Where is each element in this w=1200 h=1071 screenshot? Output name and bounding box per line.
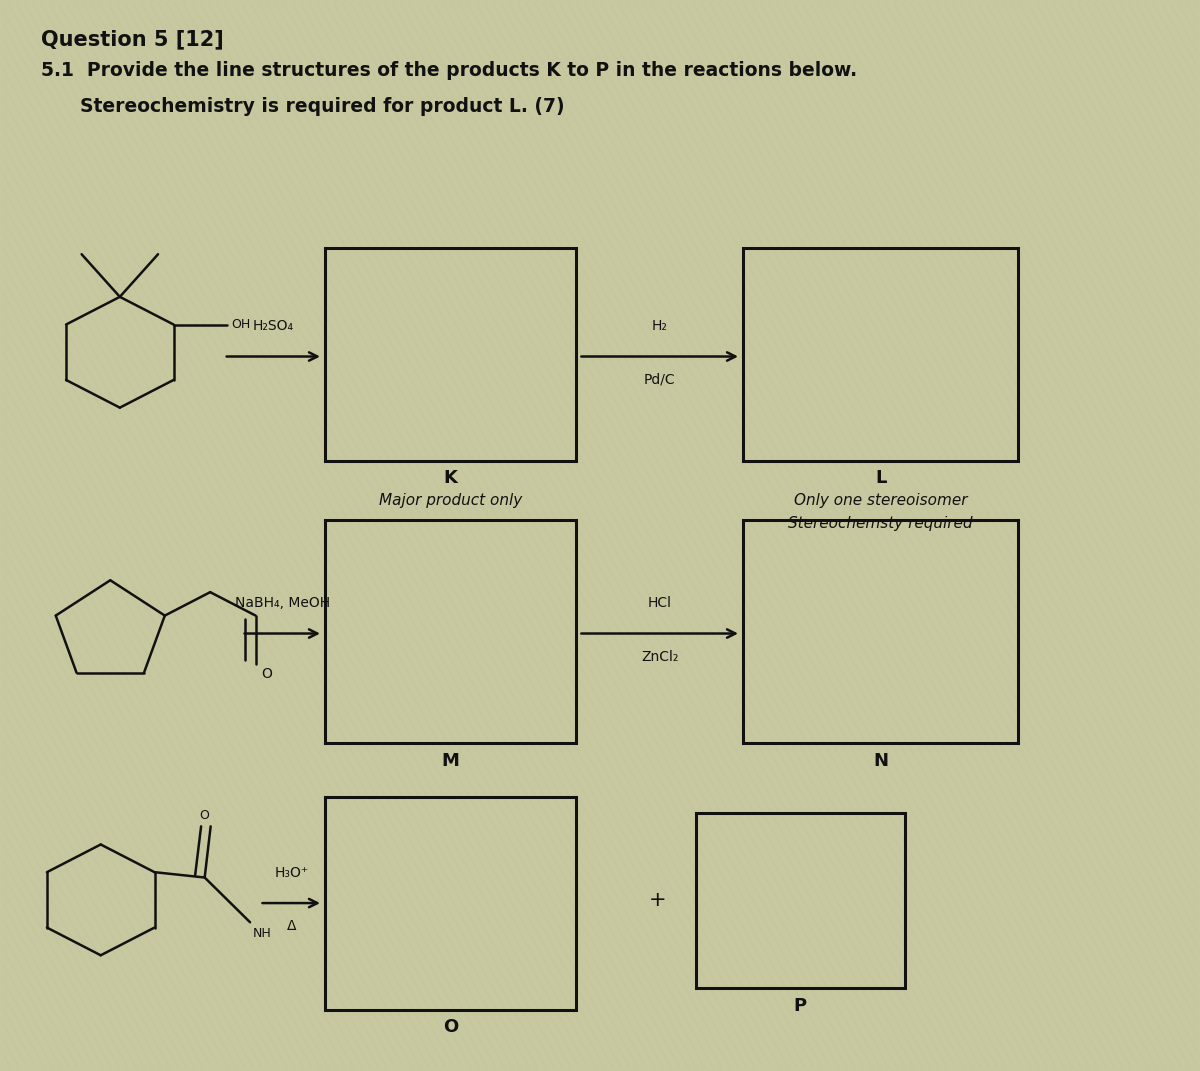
Text: H₂SO₄: H₂SO₄ (253, 319, 294, 333)
Text: O: O (443, 1019, 458, 1036)
Text: Δ: Δ (287, 919, 296, 933)
Text: 5.1  Provide the line structures of the products K to P in the reactions below.: 5.1 Provide the line structures of the p… (41, 61, 857, 80)
Text: M: M (442, 752, 460, 770)
Text: HCl: HCl (648, 597, 672, 610)
Text: Only one stereoisomer: Only one stereoisomer (794, 493, 967, 508)
Bar (696, 813, 905, 989)
Text: Pd/C: Pd/C (644, 373, 676, 387)
Text: Question 5 [12]: Question 5 [12] (41, 29, 223, 49)
Text: O: O (199, 809, 210, 823)
Text: P: P (793, 997, 806, 1015)
Bar (325, 247, 576, 461)
Text: N: N (874, 752, 888, 770)
Text: Major product only: Major product only (379, 493, 522, 508)
Text: +: + (648, 890, 666, 910)
Text: H₃O⁺: H₃O⁺ (274, 865, 308, 879)
Text: NH: NH (252, 926, 271, 939)
Text: NaBH₄, MeOH: NaBH₄, MeOH (235, 597, 330, 610)
Text: O: O (262, 667, 272, 681)
Text: Stereochemistry is required for product L. (7): Stereochemistry is required for product … (41, 96, 565, 116)
Text: Stereochemsty required: Stereochemsty required (788, 516, 973, 531)
Bar (743, 519, 1018, 743)
Bar (325, 797, 576, 1010)
Text: L: L (875, 469, 887, 487)
Text: H₂: H₂ (652, 319, 667, 333)
Bar (325, 519, 576, 743)
Text: K: K (444, 469, 457, 487)
Text: OH: OH (230, 318, 251, 331)
Text: ZnCl₂: ZnCl₂ (641, 649, 678, 664)
Bar (743, 247, 1018, 461)
